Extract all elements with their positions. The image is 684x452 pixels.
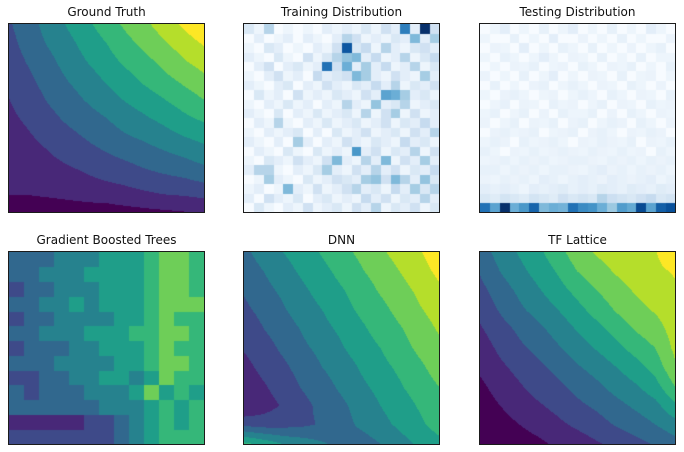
subplot-tf-lattice: TF Lattice [479, 228, 676, 445]
tf-lattice-title: TF Lattice [548, 233, 607, 247]
gradient-boosted-trees-contour-plot [8, 251, 205, 445]
subplot-gradient-boosted-trees: Gradient Boosted Trees [8, 228, 205, 445]
subplot-ground-truth: Ground Truth [8, 0, 205, 213]
training-distribution-title: Training Distribution [280, 5, 403, 19]
gradient-boosted-trees-title: Gradient Boosted Trees [36, 233, 177, 247]
ground-truth-title: Ground Truth [67, 5, 146, 19]
tf-lattice-contour-plot [479, 251, 676, 445]
dnn-title: DNN [327, 233, 356, 247]
subplot-testing-distribution: Testing Distribution [479, 0, 676, 213]
testing-distribution-title: Testing Distribution [519, 5, 636, 19]
dnn-contour-plot [243, 251, 440, 445]
subplot-dnn: DNN [243, 228, 440, 445]
ground-truth-contour-plot [8, 23, 205, 213]
testing-distribution-heatmap [479, 23, 676, 213]
training-distribution-heatmap [243, 23, 440, 213]
subplot-training-distribution: Training Distribution [243, 0, 440, 213]
